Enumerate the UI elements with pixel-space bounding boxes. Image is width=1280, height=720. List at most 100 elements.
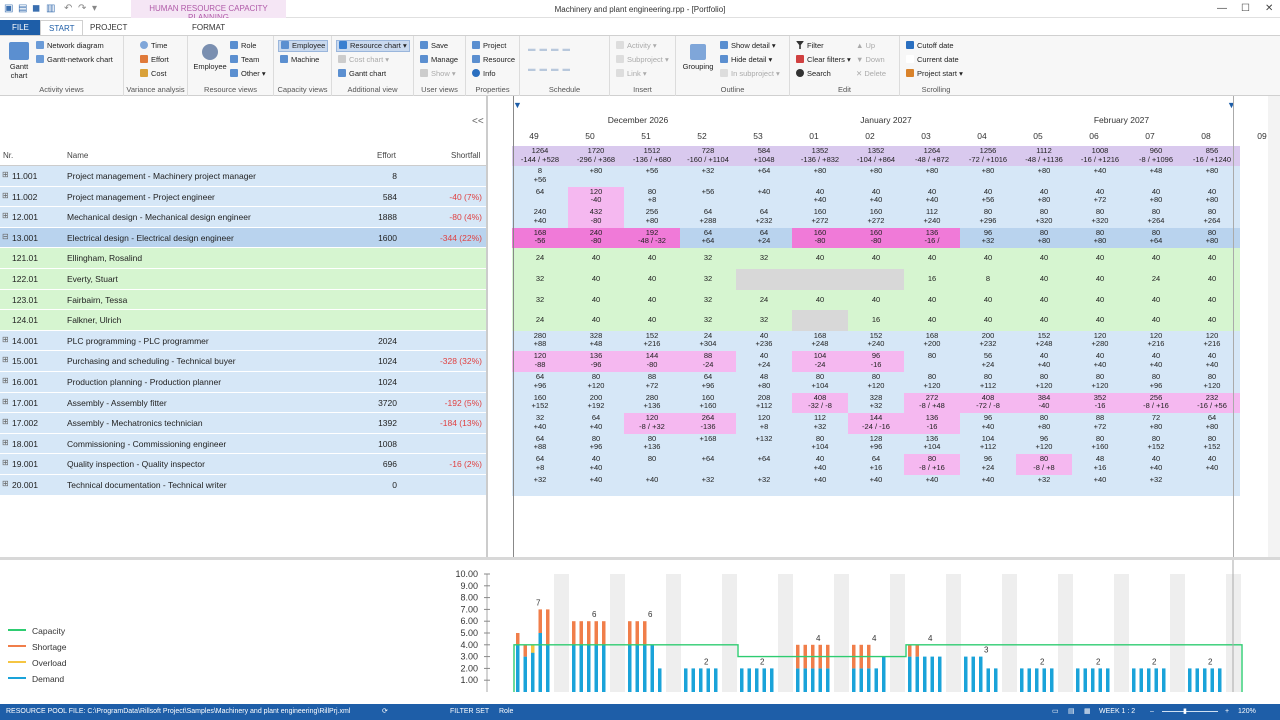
capacity-grid[interactable]: 8 +56 +80 +56 +32 +64 +80 +80 +80 +80 +80 +40 +48 +80… — [487, 96, 1268, 557]
capacity-machine-button[interactable]: Machine — [280, 55, 319, 65]
grid-cell[interactable]: +32 — [512, 475, 568, 496]
grid-cell[interactable]: 64 +40 — [568, 413, 624, 434]
cost-chart-button[interactable]: Cost chart ▾ — [338, 55, 389, 65]
up-button[interactable]: ▲ Up — [856, 41, 875, 51]
grid-cell[interactable]: 80 +120 — [1016, 372, 1072, 393]
grid-cell[interactable]: 168 -56 — [512, 227, 568, 249]
print-icon[interactable]: ▥ — [46, 3, 56, 14]
grid-cell[interactable]: 80 +152 — [1184, 433, 1240, 455]
grid-cell[interactable]: 144 -80 — [624, 351, 680, 372]
grid-cell[interactable]: 64 +88 — [512, 433, 568, 455]
additional-gantt-button[interactable]: Gantt chart — [338, 69, 386, 79]
zoom-in-icon[interactable]: + — [1225, 708, 1230, 715]
grid-cell[interactable]: 64 +80 — [1184, 413, 1240, 434]
filter-button[interactable]: Filter — [796, 41, 824, 51]
grid-cell[interactable]: +80 — [792, 166, 848, 187]
schedule-icons-row2[interactable]: ▬▬▬▬ — [528, 64, 574, 73]
grid-cell[interactable]: 168 +248 — [792, 330, 848, 352]
undo-icon[interactable]: ↶ — [64, 3, 73, 14]
search-button[interactable]: Search — [796, 69, 831, 79]
grid-cell[interactable]: 40 — [1072, 269, 1128, 290]
grid-cell[interactable]: 40 — [1184, 310, 1240, 331]
role-button[interactable]: Role — [230, 41, 256, 51]
grid-cell[interactable]: +40 — [1072, 475, 1128, 496]
grid-cell[interactable]: 64 +64 — [680, 227, 736, 249]
grid-cell[interactable]: 112 +32 — [792, 413, 848, 434]
variance-time-button[interactable]: Time — [140, 41, 167, 51]
grid-cell[interactable]: 256 +80 — [624, 207, 680, 228]
grid-cell[interactable]: 40 — [624, 289, 680, 311]
table-row[interactable]: 121.01 Ellingham, Rosalind — [0, 248, 487, 269]
tab-project[interactable]: PROJECT — [90, 23, 128, 32]
grid-cell[interactable]: 96 -16 — [848, 351, 904, 372]
employee-view-button[interactable]: Employee — [193, 44, 227, 71]
grid-cell[interactable]: 208 +112 — [736, 392, 792, 414]
grid-cell[interactable]: 40 — [1128, 248, 1184, 269]
expand-icon[interactable]: ⊞ — [2, 355, 9, 365]
tab-start[interactable]: START — [40, 20, 84, 35]
grid-cell[interactable]: +40 — [792, 475, 848, 496]
grid-cell[interactable]: 88 -24 — [680, 351, 736, 372]
expand-icon[interactable]: ⊞ — [2, 396, 9, 406]
col-header-name[interactable]: Name — [67, 151, 89, 160]
properties-info-button[interactable]: Info — [472, 69, 496, 79]
table-row[interactable]: 19.001 ⊞ Quality inspection - Quality insp… — [0, 454, 487, 475]
network-diagram-button[interactable]: Network diagram — [36, 41, 104, 51]
grid-cell[interactable]: 384 -40 — [1016, 392, 1072, 414]
grid-cell[interactable]: +80 — [568, 166, 624, 187]
grid-cell[interactable]: 152 +248 — [1016, 330, 1072, 352]
other-button[interactable]: Other ▾ — [230, 69, 266, 79]
table-row[interactable]: 11.002 ⊞ Project management - Project engi… — [0, 186, 487, 208]
grid-cell[interactable]: 8 +56 — [512, 166, 568, 187]
grid-cell[interactable]: +80 — [960, 166, 1016, 187]
user-show-button[interactable]: Show ▾ — [420, 69, 456, 79]
grid-cell[interactable]: 112 +240 — [904, 207, 960, 228]
expand-icon[interactable]: ⊞ — [2, 437, 9, 447]
grid-cell[interactable]: 160 +160 — [680, 392, 736, 414]
user-manage-button[interactable]: Manage — [420, 55, 458, 65]
minimize-icon[interactable]: — — [1217, 3, 1227, 14]
grid-cell[interactable]: 32 — [736, 310, 792, 331]
grid-cell[interactable]: 40 — [960, 289, 1016, 311]
grid-cell[interactable]: 160 +272 — [848, 207, 904, 228]
grid-cell[interactable]: +48 — [1128, 166, 1184, 187]
expand-icon[interactable]: ⊞ — [2, 334, 9, 344]
grid-cell[interactable]: 48 +80 — [736, 372, 792, 393]
grid-cell[interactable]: 40 — [1016, 248, 1072, 269]
grid-cell[interactable]: 80 +8 — [624, 186, 680, 208]
grid-cell[interactable]: 40 — [904, 248, 960, 269]
grid-cell[interactable]: 40 +80 — [1128, 186, 1184, 208]
grid-cell[interactable]: 40 — [1184, 289, 1240, 311]
grid-cell[interactable]: 272 -8 / +48 — [904, 392, 960, 414]
grid-cell[interactable]: 160 +272 — [792, 207, 848, 228]
grid-cell[interactable]: 80 +80 — [1072, 227, 1128, 249]
grid-cell[interactable]: 96 +24 — [960, 454, 1016, 475]
vertical-scrollbar[interactable] — [1268, 96, 1280, 557]
grid-cell[interactable]: 32 — [512, 289, 568, 311]
grid-cell[interactable]: 408 -72 / -8 — [960, 392, 1016, 414]
properties-project-button[interactable]: Project — [472, 41, 506, 51]
zoom-slider[interactable] — [1162, 711, 1218, 712]
customize-icon[interactable]: ▾ — [92, 3, 98, 14]
grid-cell[interactable]: 40 — [1184, 269, 1240, 290]
grid-cell[interactable]: 80 +136 — [624, 433, 680, 455]
grid-cell[interactable]: 136 -16 / — [904, 227, 960, 249]
horizontal-splitter[interactable] — [0, 557, 1280, 560]
grid-cell[interactable]: 136 +104 — [904, 433, 960, 455]
expand-icon[interactable]: ⊞ — [2, 458, 9, 468]
grid-cell[interactable]: 40 +56 — [960, 186, 1016, 208]
grid-cell[interactable]: 40 — [792, 248, 848, 269]
grid-cell[interactable]: 80 +96 — [568, 433, 624, 455]
grid-cell[interactable]: 80 +80 — [1016, 413, 1072, 434]
table-row[interactable]: 16.001 ⊞ Production planning - Production … — [0, 372, 487, 393]
grid-cell[interactable]: 80 -8 / +8 — [1016, 454, 1072, 475]
grid-cell[interactable]: 16 — [904, 269, 960, 290]
grid-cell[interactable]: +64 — [736, 454, 792, 475]
grid-cell[interactable]: 64 +288 — [680, 207, 736, 228]
grid-cell[interactable]: +32 — [680, 166, 736, 187]
grid-cell[interactable]: 40 — [1016, 310, 1072, 331]
grid-cell[interactable]: 80 +80 — [1016, 227, 1072, 249]
cutoff-marker[interactable]: ▼ — [1227, 100, 1236, 110]
grid-cell[interactable]: 136 -96 — [568, 351, 624, 372]
variance-cost-button[interactable]: Cost — [140, 69, 166, 79]
